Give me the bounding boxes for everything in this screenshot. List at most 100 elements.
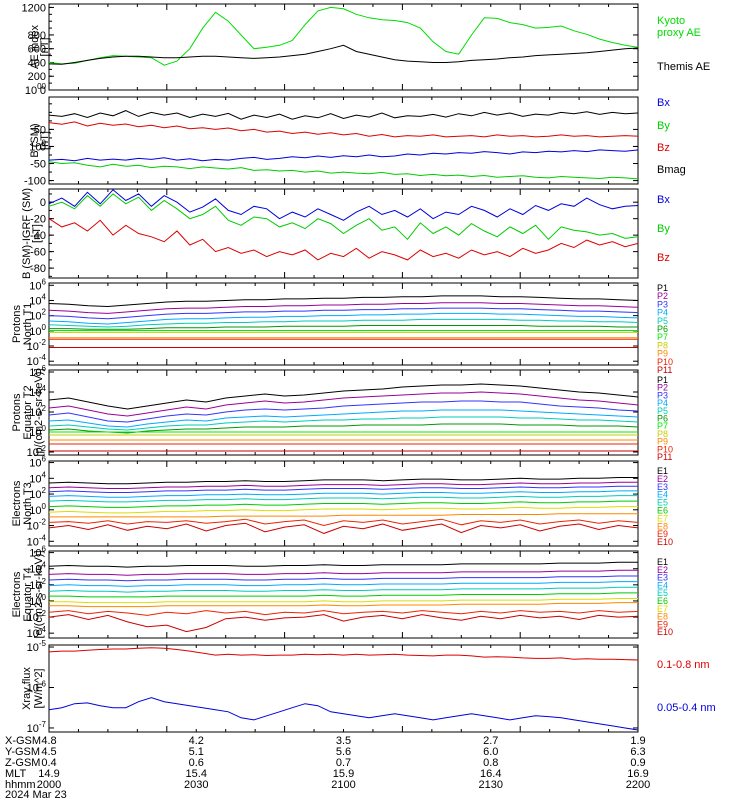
series-line-0.05-0.4-nm [48,697,639,731]
x-axis-value: 0.6 [189,757,204,769]
x-axis-value: 1.9 [630,735,645,747]
series-line-e5 [48,495,638,503]
y-axis-label: [nT] [39,131,51,150]
legend-entry: Bx [657,194,670,206]
series-line-e6 [48,500,638,508]
series-line-p6 [48,423,639,434]
y-axis-label: B (SM)-IGRF (SM) [21,188,33,279]
series-line-p1 [48,383,639,410]
y-tick-label: -50 [30,159,46,171]
legend-entry: E8 [657,521,668,531]
legend-entry: E6 [657,506,668,516]
y-tick-label: 100 [29,323,46,338]
legend-entry: E7 [657,513,668,523]
legend-entry: P1 [657,375,668,385]
legend-entry: E6 [657,596,668,606]
y-tick-label: 800 [28,30,46,42]
panel-frame [48,3,639,91]
x-axis-row-label: X-GSM [5,735,41,747]
legend-entry: Bz [657,252,670,264]
series-line-e3 [48,575,638,582]
panel-8: 10-7 10-6 10-5 Xray flux [W/m^2] 0.1-0.8 nm 0.… [21,639,716,735]
legend-entry: P10 [657,357,673,367]
x-axis-value: 16.4 [480,768,501,780]
y-axis-label: North T3 [22,482,34,525]
series-line-p1 [48,295,639,308]
series-line-e10 [48,614,639,633]
legend-entry: Kyoto [657,15,685,27]
legend-entry: E4 [657,490,668,500]
legend-entry: proxy AE [657,27,701,39]
y-tick-label: 100 [29,138,46,153]
y-tick-label: 100 [29,424,46,439]
y-axis-label: [nT] [39,38,51,57]
y-tick-label: 10-2 [27,518,47,533]
legend-entry: P5 [657,316,668,326]
x-axis-value: 16.9 [627,768,648,780]
series-line-p2 [48,302,639,314]
legend-entry: E5 [657,498,668,508]
y-axis-label: Equator T2 [22,385,34,439]
x-axis-value: 2200 [626,779,650,791]
y-tick-label: 104 [29,384,46,399]
series-line-p4 [48,312,639,325]
y-axis-label: Protons [11,393,23,431]
series-line-p2 [48,391,639,417]
y-tick-label: 0 [40,141,46,153]
y-tick-label: 600 [28,44,46,56]
y-tick-label: 1200 [22,2,46,14]
y-axis-label: Equator T4 [22,567,34,621]
series-line-by [48,193,639,241]
legend-entry: By [657,120,670,132]
legend-entry: P3 [657,390,668,400]
series-line-bmag [48,110,639,120]
legend-entry: Bx [657,97,670,109]
y-tick-label: 200 [28,71,46,83]
series-line-p3 [48,307,639,320]
legend-entry: E10 [657,627,673,637]
x-axis-row-label: Y-GSM [5,746,40,758]
legend-entry: E3 [657,573,668,583]
series-line-bx [48,149,639,162]
y-tick-label: 0 [40,197,46,209]
legend-entry: P8 [657,429,668,439]
y-axis-label: Protons [11,305,23,343]
y-tick-label: 106 [29,455,46,470]
y-tick-label: 104 [29,292,46,307]
legend-entry: E2 [657,474,668,484]
y-tick-label: 102 [29,577,46,592]
panel-frame [48,282,639,366]
series-line-e10 [48,522,639,534]
x-axis-value: 6.3 [630,746,645,758]
legend-entry: P11 [657,452,672,462]
legend-entry: E10 [657,537,673,547]
x-axis-row-label: Z-GSM [5,757,40,769]
x-axis-value: 2.7 [483,735,498,747]
x-axis-value: 5.6 [336,746,351,758]
series-line-e8 [49,602,638,608]
legend-entry: P4 [657,398,668,408]
series-line-e8 [49,513,638,518]
x-axis-value: 2130 [479,779,503,791]
legend-entry: P6 [657,324,668,334]
series-line-e1 [48,477,638,485]
x-axis-value: 2030 [184,779,208,791]
y-tick-label: 1000 [25,82,47,97]
legend-entry: E9 [657,619,668,629]
y-tick-label: 10-2 [27,609,47,624]
y-tick-label: 400 [28,57,46,69]
x-axis-value: 15.4 [186,768,207,780]
x-axis-value: 2000 [37,779,61,791]
y-tick-label: 104 [29,470,46,485]
x-axis-value: 0.7 [336,757,351,769]
y-tick-label: 102 [29,404,46,419]
legend-entry: P1 [657,283,668,293]
series-line-p3 [48,400,639,423]
y-tick-label: 104 [29,561,46,576]
y-axis-label: North T1 [22,303,34,346]
y-tick-label: 106 [29,277,46,292]
series-line-p5 [48,416,639,431]
y-axis-label: Xray flux [21,667,33,710]
x-axis-value: 6.0 [483,746,498,758]
